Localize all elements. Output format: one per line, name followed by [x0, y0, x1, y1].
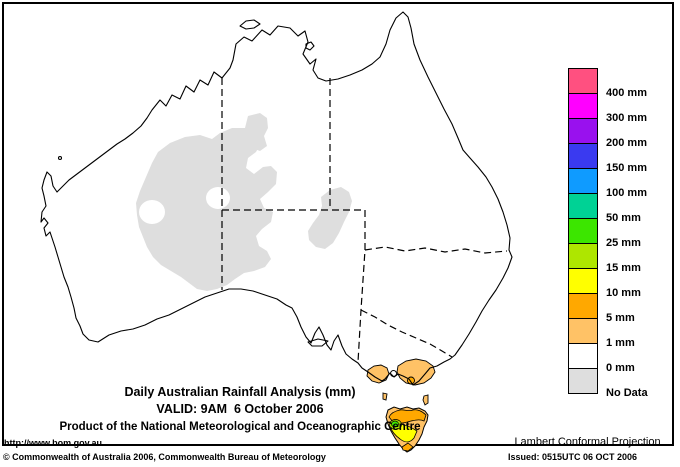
bom-url: http://www.bom.gov.au: [4, 438, 102, 448]
valid-time: VALID: 9AM 6 October 2006: [156, 402, 324, 416]
product-line: Product of the National Meteorological a…: [59, 421, 421, 433]
legend-swatch: [568, 218, 598, 244]
legend-swatch: [568, 118, 598, 144]
legend-label: 25 mm: [606, 237, 641, 249]
border-qld-nsw: [364, 246, 508, 254]
legend-swatch: [568, 243, 598, 269]
no-data-region-corner: [308, 187, 352, 249]
border-nsw-vic: [360, 309, 453, 358]
legend-label: 10 mm: [606, 287, 641, 299]
legend-swatch: [568, 68, 598, 94]
legend-label: No Data: [606, 387, 648, 399]
kangaroo-island: [307, 338, 329, 347]
king-island: [382, 392, 388, 401]
no-data-region-nt: [245, 113, 268, 151]
tasmania-core-25mm: [391, 420, 399, 428]
coastlines: [40, 11, 513, 386]
legend-swatch: [568, 93, 598, 119]
legend-label: 100 mm: [606, 187, 647, 199]
tasmania-rainfall: [382, 392, 429, 453]
legend-swatch: [568, 268, 598, 294]
projection-label: Lambert Conformal Projection: [514, 436, 661, 448]
border-qld-sa-nsw-vic: [357, 210, 366, 363]
legend-swatch: [568, 143, 598, 169]
issued-time: Issued: 0515UTC 06 OCT 2006: [508, 452, 638, 462]
legend-label: 300 mm: [606, 112, 647, 124]
legend-swatch: [568, 193, 598, 219]
legend-label: 5 mm: [606, 312, 635, 324]
state-borders: [221, 78, 508, 363]
melville-island: [239, 19, 261, 30]
copyright-line: © Commonwealth of Australia 2006, Common…: [3, 452, 326, 462]
legend-label: 50 mm: [606, 212, 641, 224]
legend-swatch: [568, 318, 598, 344]
no-data-hole-west: [139, 200, 165, 224]
no-data-region-central: [136, 128, 277, 291]
groote-eylandt: [305, 41, 315, 51]
tasmania-tip-5mm: [401, 442, 414, 452]
legend-swatch: [568, 343, 598, 369]
map-frame: [2, 2, 674, 446]
rainfall-region-vic-west: [366, 364, 390, 384]
legend-label: 15 mm: [606, 262, 641, 274]
victoria-rainfall: [366, 358, 436, 386]
flinders-island: [422, 394, 429, 406]
legend-label: 0 mm: [606, 362, 635, 374]
barrow-island: [57, 155, 63, 161]
page-title: Daily Australian Rainfall Analysis (mm): [124, 385, 356, 399]
legend-label: 400 mm: [606, 87, 647, 99]
rainfall-region-vic-east: [396, 358, 436, 386]
legend-swatch: [568, 368, 598, 394]
legend-label: 150 mm: [606, 162, 647, 174]
legend-label: 200 mm: [606, 137, 647, 149]
legend-label: 1 mm: [606, 337, 635, 349]
no-data-hole-east: [206, 187, 230, 209]
australia-coastline: [40, 11, 513, 386]
legend: [568, 68, 598, 394]
legend-swatch: [568, 168, 598, 194]
legend-swatch: [568, 293, 598, 319]
no-data-regions: [136, 113, 352, 291]
